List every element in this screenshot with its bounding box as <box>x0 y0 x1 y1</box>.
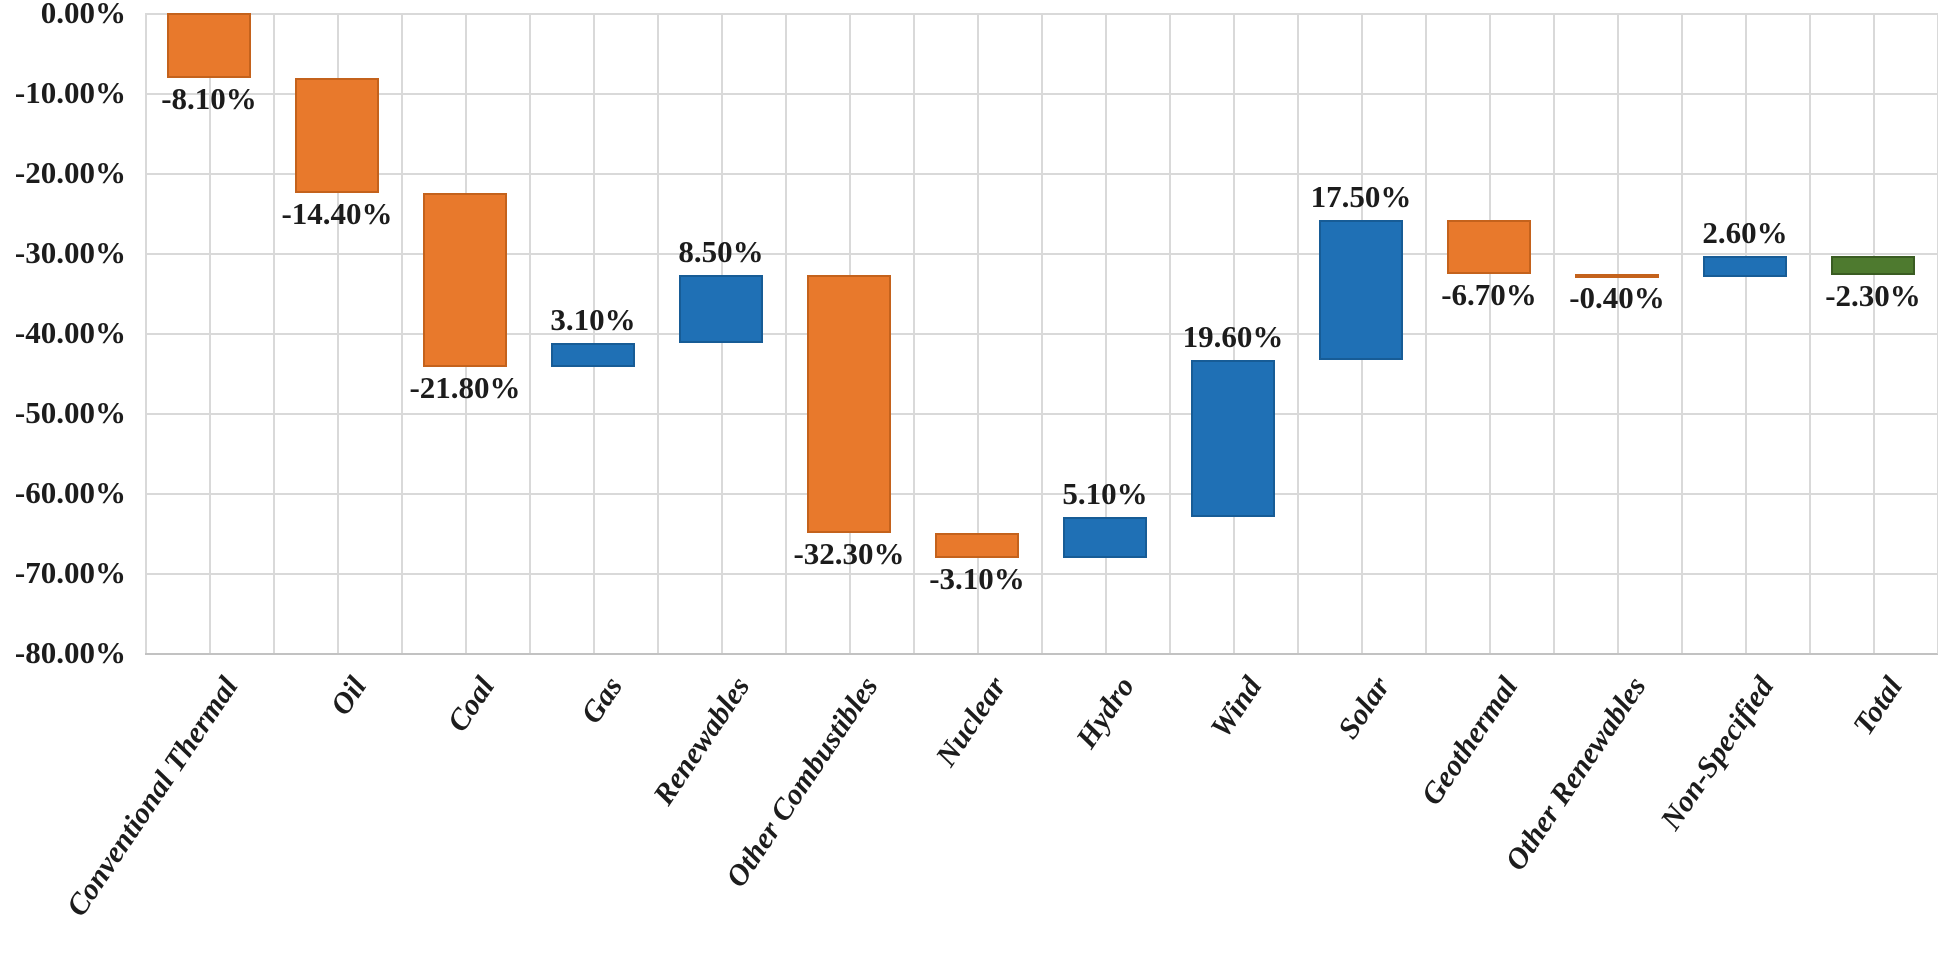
data-label-non-specified: 2.60% <box>1702 215 1788 251</box>
x-axis-label-geothermal: Geothermal <box>1415 670 1525 811</box>
x-axis-label-solar: Solar <box>1332 670 1397 745</box>
bar-oil <box>295 77 379 193</box>
data-label-nuclear: -3.10% <box>929 560 1025 596</box>
x-axis-label-other-renewables: Other Renewables <box>1499 670 1653 877</box>
x-axis-label-hydro: Hydro <box>1069 670 1141 755</box>
data-label-solar: 17.50% <box>1310 179 1412 215</box>
data-label-other-combustibles: -32.30% <box>793 536 905 571</box>
plot-area <box>145 13 1938 655</box>
data-label-gas: 3.10% <box>550 301 636 337</box>
y-axis-tick-label: -80.00% <box>14 635 126 670</box>
x-axis-label-coal: Coal <box>440 670 501 738</box>
data-label-hydro: 5.10% <box>1062 476 1148 511</box>
data-label-coal: -21.80% <box>409 370 521 406</box>
y-axis-tick-label: -20.00% <box>14 155 126 190</box>
x-axis-label-wind: Wind <box>1204 670 1269 744</box>
bar-nuclear <box>935 533 1019 558</box>
bar-hydro <box>1063 517 1147 558</box>
y-axis-tick-label: -10.00% <box>14 75 126 110</box>
y-axis-tick-label: -30.00% <box>14 235 126 270</box>
bar-wind <box>1191 360 1275 517</box>
bar-solar <box>1319 220 1403 361</box>
x-axis-label-other-combustibles: Other Combustibles <box>719 670 885 894</box>
data-label-total: -2.30% <box>1825 277 1921 313</box>
y-axis-tick-label: -40.00% <box>14 315 126 350</box>
x-axis-label-renewables: Renewables <box>647 670 757 811</box>
x-axis-label-non-specified: Non-Specified <box>1654 670 1781 836</box>
bar-renewables <box>679 274 763 343</box>
bar-non-specified <box>1703 256 1787 277</box>
bar-geothermal <box>1447 220 1531 274</box>
bar-other-combustibles <box>807 274 891 533</box>
bar-coal <box>423 193 507 368</box>
bar-total <box>1831 256 1915 275</box>
data-label-oil: -14.40% <box>281 196 393 231</box>
data-label-conventional-thermal: -8.10% <box>161 80 257 116</box>
y-axis-tick-label: -70.00% <box>14 555 126 590</box>
data-label-geothermal: -6.70% <box>1441 276 1537 312</box>
bar-gas <box>551 342 635 368</box>
x-axis-label-nuclear: Nuclear <box>929 670 1013 773</box>
x-axis-label-conventional-thermal: Conventional Thermal <box>60 670 245 923</box>
bar-conventional-thermal <box>167 13 251 78</box>
x-axis-label-oil: Oil <box>323 670 373 722</box>
bar-other-renewables <box>1575 273 1659 278</box>
data-label-wind: 19.60% <box>1182 319 1284 355</box>
x-axis-label-total: Total <box>1846 670 1909 741</box>
x-axis-label-gas: Gas <box>574 670 629 730</box>
y-axis-tick-label: 0.00% <box>40 0 126 30</box>
data-label-other-renewables: -0.40% <box>1569 280 1665 315</box>
y-axis-tick-label: -50.00% <box>14 395 126 430</box>
data-label-renewables: 8.50% <box>678 233 764 269</box>
y-axis-tick-label: -60.00% <box>14 475 126 510</box>
